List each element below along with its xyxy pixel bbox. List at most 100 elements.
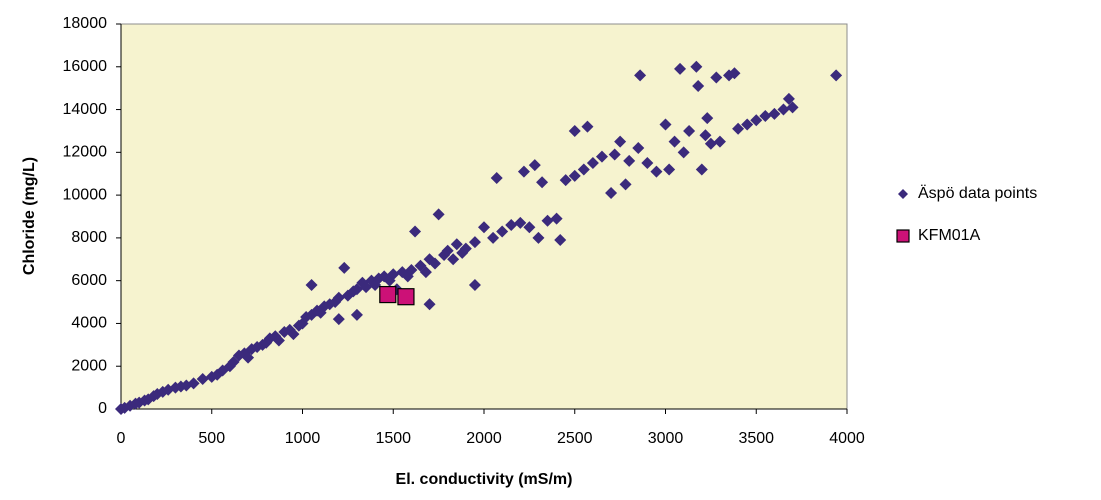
point [690, 60, 703, 73]
point [668, 135, 681, 148]
x-tick-label: 1500 [375, 430, 411, 447]
y-tick-label: 14000 [63, 101, 108, 118]
point [741, 118, 754, 131]
point [728, 67, 741, 80]
point [338, 261, 351, 274]
point [692, 80, 705, 93]
point [332, 313, 345, 326]
point [350, 308, 363, 321]
point [528, 159, 541, 172]
point [704, 137, 717, 150]
point [450, 238, 463, 251]
point [242, 351, 255, 364]
point [287, 328, 300, 341]
point [595, 150, 608, 163]
point [490, 172, 503, 184]
x-tick-label: 1000 [285, 430, 321, 447]
point [536, 176, 549, 189]
point [782, 92, 795, 105]
y-tick-label: 6000 [71, 272, 107, 289]
point [468, 236, 481, 249]
point [419, 266, 432, 279]
point [581, 120, 594, 133]
point [605, 186, 618, 199]
y-tick-label: 10000 [63, 186, 108, 203]
point [379, 285, 397, 304]
point [750, 114, 763, 127]
y-tick-label: 12000 [63, 144, 108, 161]
plot-area [120, 23, 848, 410]
point [683, 124, 696, 137]
x-tick-label: 2500 [557, 430, 593, 447]
point [432, 208, 445, 221]
point [409, 225, 422, 238]
y-tick-label: 18000 [63, 15, 108, 32]
point [532, 231, 545, 244]
point [441, 244, 454, 257]
legend-label: KFM01A [918, 227, 981, 244]
y-tick-label: 2000 [71, 357, 107, 374]
point [468, 278, 481, 291]
point [118, 401, 131, 414]
x-tick-label: 2000 [466, 430, 502, 447]
point [710, 71, 723, 84]
x-tick-label: 0 [117, 430, 126, 447]
point [608, 148, 621, 161]
point [623, 154, 636, 167]
point [732, 122, 745, 135]
point [517, 165, 530, 178]
legend-marker [898, 189, 908, 199]
point [830, 69, 843, 82]
y-tick-label: 0 [98, 400, 107, 417]
point [387, 268, 400, 281]
point [701, 112, 714, 125]
point [568, 124, 581, 137]
point [786, 101, 799, 114]
point [523, 221, 536, 234]
point [768, 107, 781, 120]
point [619, 178, 632, 191]
point [447, 253, 460, 266]
x-tick-label: 4000 [829, 430, 865, 447]
point [674, 62, 687, 75]
point [586, 157, 599, 170]
point [641, 157, 654, 170]
point [487, 231, 500, 244]
legend-label: Äspö data points [918, 184, 1037, 202]
x-tick-label: 3500 [738, 430, 774, 447]
x-tick-label: 500 [198, 430, 225, 447]
point [695, 163, 708, 176]
point [505, 219, 518, 232]
point [677, 146, 690, 159]
point [634, 69, 647, 82]
point [777, 103, 790, 116]
point [405, 263, 418, 276]
point [272, 334, 285, 347]
point [305, 278, 318, 291]
point [496, 225, 509, 238]
y-tick-label: 8000 [71, 229, 107, 246]
x-axis-title: El. conductivity (mS/m) [396, 471, 573, 488]
legend-marker [896, 229, 910, 243]
point [550, 212, 563, 225]
point [428, 257, 441, 270]
point [187, 377, 200, 390]
y-tick-label: 16000 [63, 58, 108, 75]
point [423, 298, 436, 311]
point [759, 109, 772, 122]
x-tick-label: 3000 [648, 430, 684, 447]
point [559, 174, 572, 187]
point [614, 135, 627, 148]
point [568, 169, 581, 182]
point [554, 234, 567, 247]
point [196, 373, 209, 386]
point [577, 163, 590, 176]
point [632, 142, 645, 155]
point [713, 135, 726, 148]
y-tick-label: 4000 [71, 315, 107, 332]
point [659, 118, 672, 131]
point [663, 163, 676, 176]
y-axis-title: Chloride (mg/L) [21, 157, 38, 275]
point [478, 221, 490, 234]
